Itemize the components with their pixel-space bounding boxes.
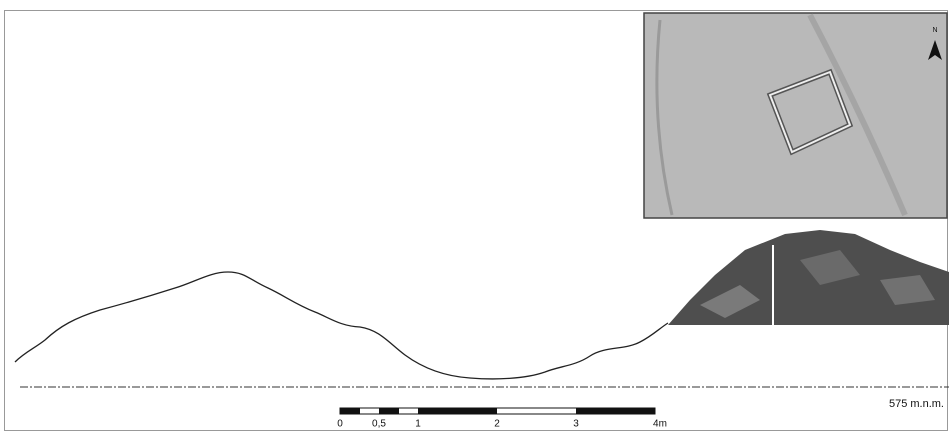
scale-label: 0 [337,419,343,430]
inset-road [807,13,908,217]
mound-stone [700,285,760,318]
scale-label: 3 [573,419,579,430]
scale-segment [418,408,497,414]
scale-segment [379,408,399,414]
mound-stone [800,250,860,285]
scale-segment [340,408,360,414]
terrain-profile [14,271,669,380]
north-arrow [928,40,942,60]
scale-segment [576,408,655,414]
scale-label: 1 [415,419,421,430]
scale-label: 2 [494,419,500,430]
inset-fort-light [768,70,852,154]
inset-background [643,12,948,219]
frame [4,10,948,431]
scale-label: 4m [653,419,667,430]
mound-photo [668,230,949,325]
inset-map: N [643,12,948,219]
north-label: N [932,27,937,34]
scale-label: 0,5 [372,419,386,430]
inset-ridge [655,19,674,216]
datum-label: 575 m.n.m. [889,398,944,410]
scale-bar: 0 0,5 1 2 3 4m [337,407,667,430]
mound-stone [880,275,935,305]
